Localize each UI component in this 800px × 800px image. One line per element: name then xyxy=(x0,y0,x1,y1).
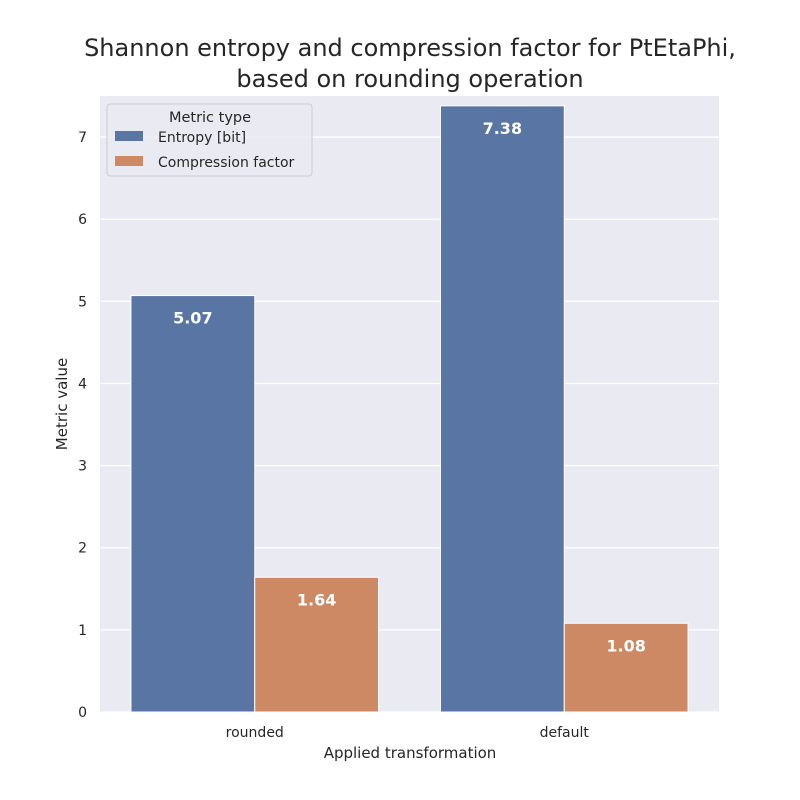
bar-value-label: 5.07 xyxy=(173,309,212,328)
bar-value-label: 1.64 xyxy=(297,590,336,609)
legend-box xyxy=(106,103,313,177)
y-tick-label: 2 xyxy=(78,541,87,557)
legend-label-compression: Compression factor xyxy=(158,155,295,171)
bar-default-compression-factor xyxy=(563,622,689,713)
legend-swatch-entropy xyxy=(115,131,143,141)
y-tick-label: 5 xyxy=(78,294,87,310)
x-tick-labels: rounded default xyxy=(226,725,590,741)
bar-value-label: 1.08 xyxy=(606,636,645,655)
y-tick-label: 7 xyxy=(78,130,87,146)
legend: Metric type Entropy [bit] Compression fa… xyxy=(106,103,313,177)
y-tick-label: 6 xyxy=(78,212,87,228)
x-tick-label: default xyxy=(540,725,590,741)
x-axis-label: Applied transformation xyxy=(324,744,497,762)
bar-labels: 5.07 1.64 7.38 1.08 xyxy=(173,119,646,655)
y-tick-label: 4 xyxy=(78,376,87,392)
y-axis-label: Metric value xyxy=(53,358,71,450)
x-tick-label: rounded xyxy=(226,725,284,741)
y-tick-label: 0 xyxy=(78,705,87,721)
bar-value-label: 7.38 xyxy=(483,119,522,138)
bar-default-entropy xyxy=(439,105,565,713)
bars xyxy=(130,105,689,713)
bar-rounded-entropy xyxy=(130,295,256,713)
bar-rounded-compression-factor xyxy=(254,576,380,713)
chart-title-line-1: Shannon entropy and compression factor f… xyxy=(84,34,736,62)
legend-swatch-compression xyxy=(115,156,143,166)
y-tick-label: 3 xyxy=(78,459,87,475)
chart-title-line-2: based on rounding operation xyxy=(236,65,583,93)
legend-title: Metric type xyxy=(169,110,251,126)
y-tick-label: 1 xyxy=(78,623,87,639)
legend-label-entropy: Entropy [bit] xyxy=(158,130,246,146)
y-tick-labels: 0 1 2 3 4 5 6 7 xyxy=(78,130,87,721)
